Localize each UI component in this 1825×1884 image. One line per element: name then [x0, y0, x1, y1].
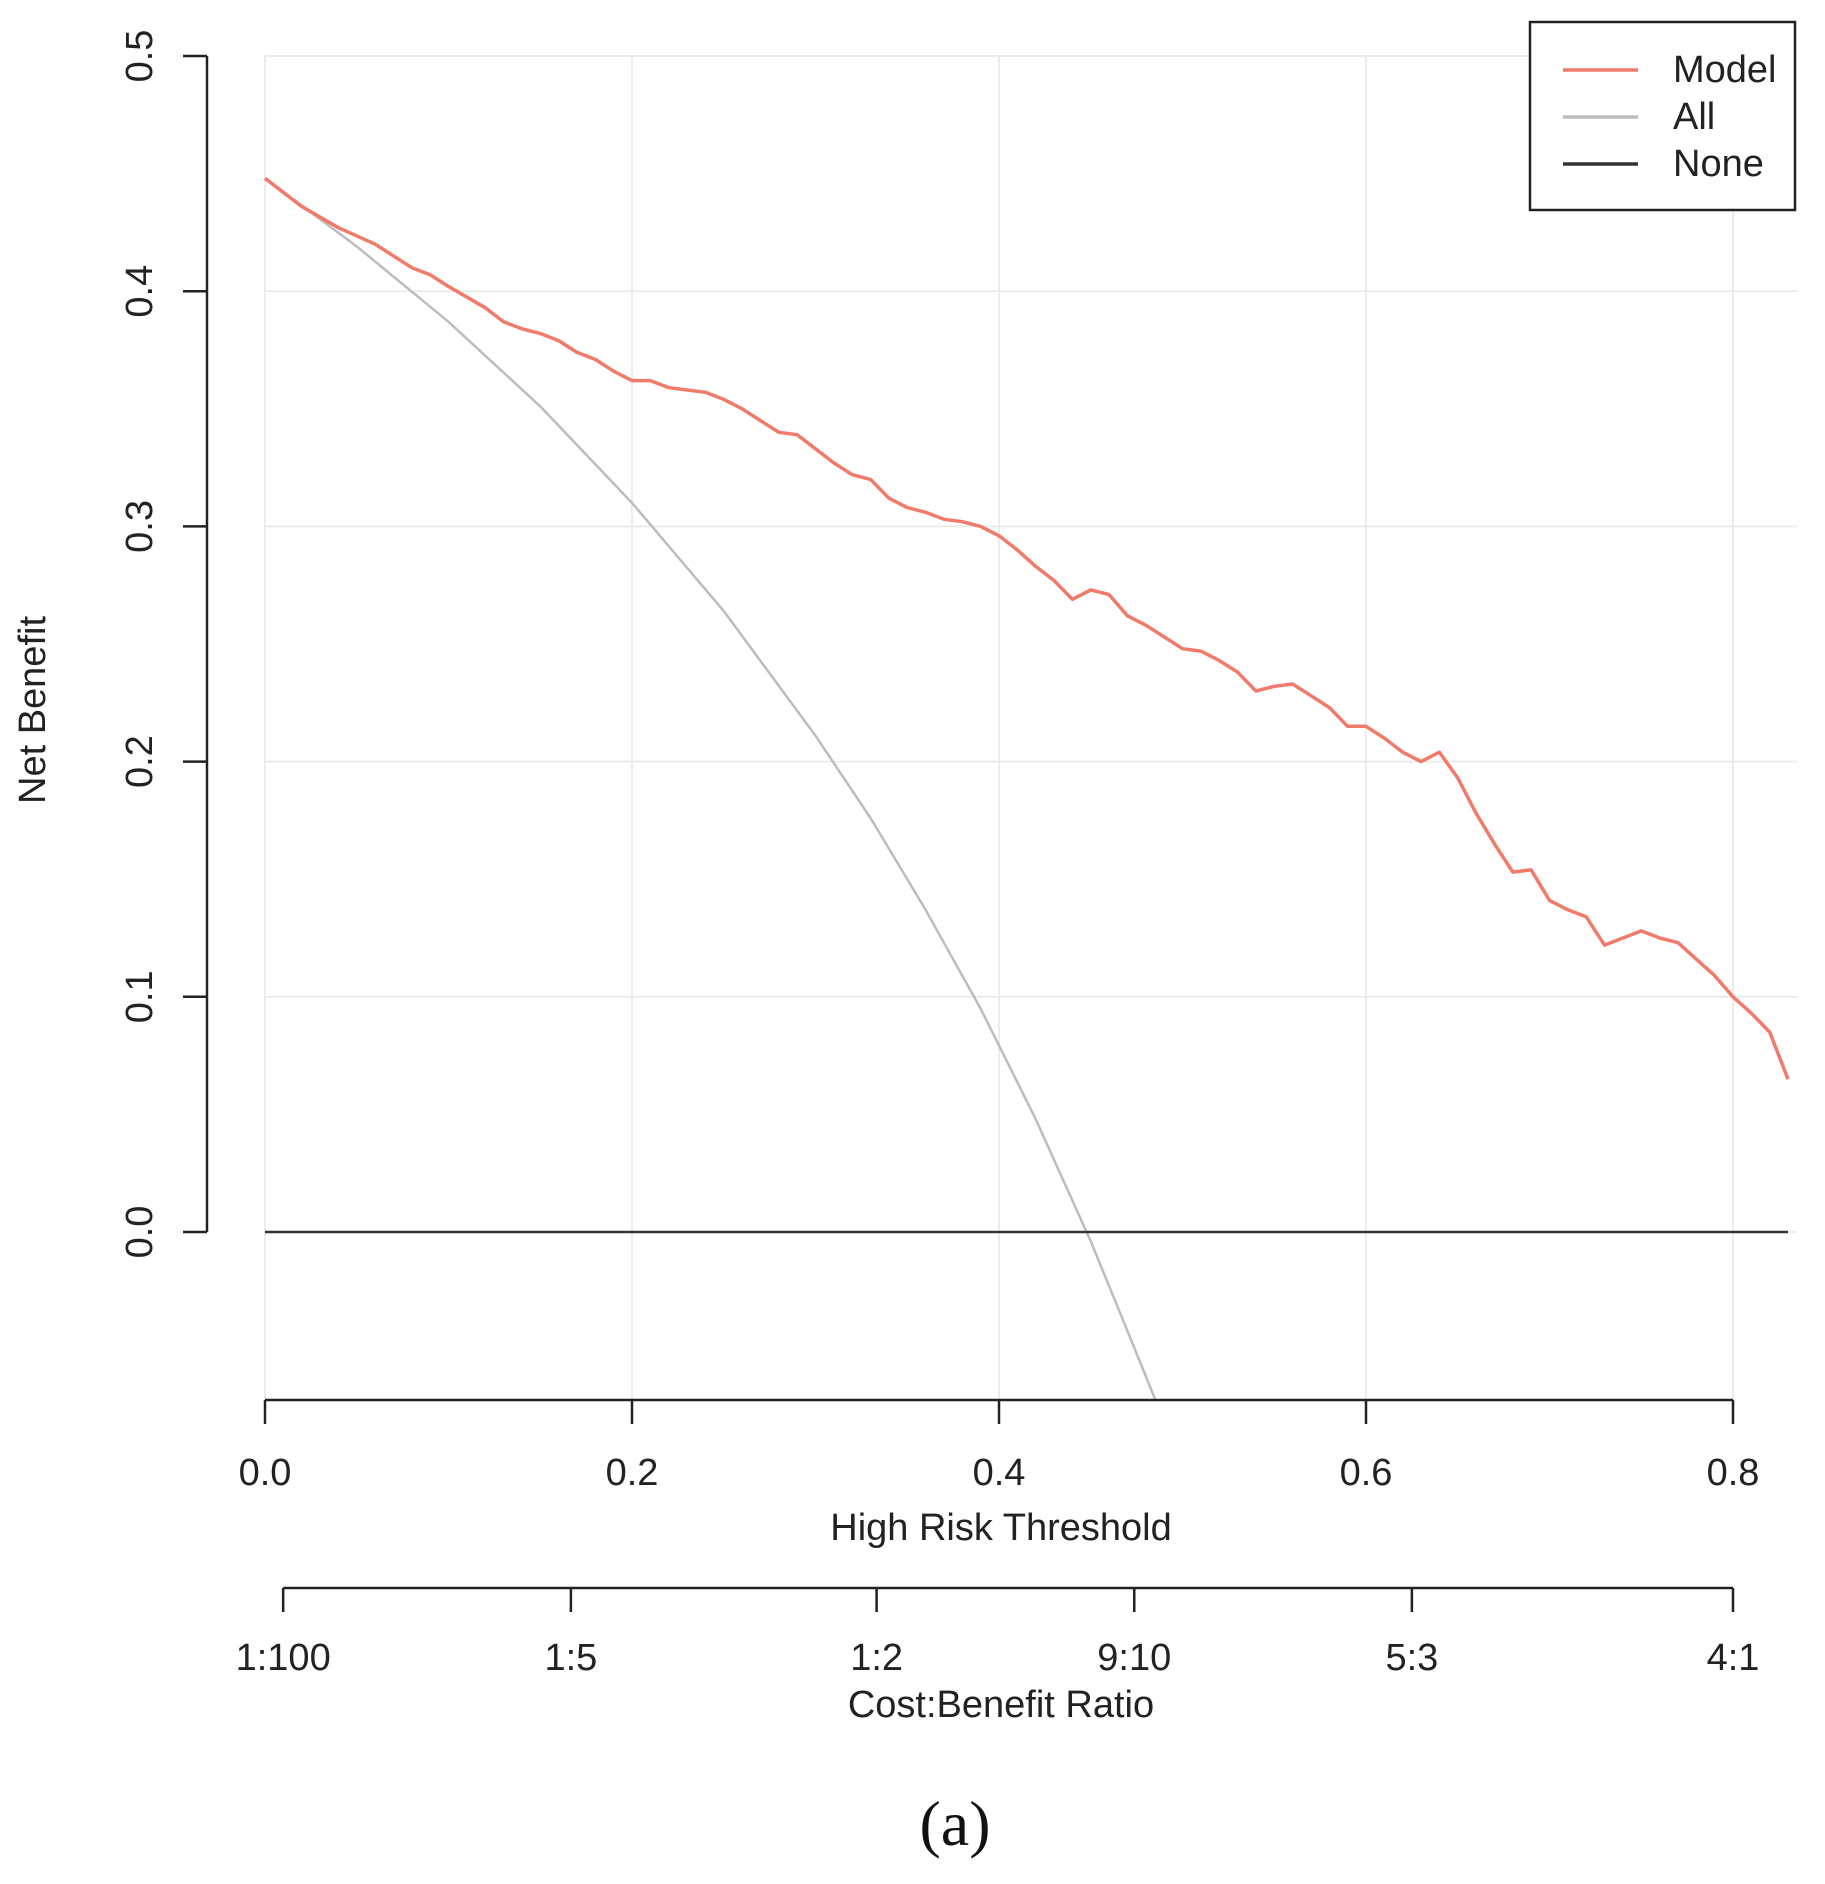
secondary-x-tick-label: 1:100 — [236, 1637, 331, 1679]
legend-label-all: All — [1673, 96, 1715, 138]
x-tick-label: 0.2 — [606, 1452, 659, 1494]
y-tick-label: 0.2 — [119, 735, 161, 788]
legend-label-none: None — [1673, 143, 1764, 185]
secondary-x-axis-title: Cost:Benefit Ratio — [848, 1684, 1154, 1726]
x-tick-label: 0.0 — [239, 1452, 292, 1494]
secondary-x-tick-label: 5:3 — [1385, 1637, 1438, 1679]
y-tick-label: 0.0 — [119, 1206, 161, 1259]
grid — [264, 55, 1797, 1400]
y-tick-label: 0.4 — [119, 265, 161, 318]
figure-caption: (a) — [919, 1788, 990, 1859]
y-tick-label: 0.1 — [119, 970, 161, 1023]
x-tick-label: 0.8 — [1707, 1452, 1760, 1494]
secondary-x-tick-label: 1:2 — [850, 1637, 903, 1679]
series-line-all — [264, 177, 1157, 1400]
legend-label-model: Model — [1673, 49, 1777, 91]
y-axis-title: Net Benefit — [12, 616, 54, 804]
x-tick-label: 0.6 — [1340, 1452, 1393, 1494]
series-line-model — [263, 176, 1790, 1080]
axes: 0.0 0.1 0.2 0.3 0.4 0.5 0.0 0.2 0.4 0.6 0.8 1:100 1:… — [119, 30, 1759, 1679]
secondary-x-tick-label: 1:5 — [544, 1637, 597, 1679]
x-tick-label: 0.4 — [973, 1452, 1026, 1494]
y-tick-label: 0.3 — [119, 500, 161, 553]
series-layer — [263, 176, 1790, 1400]
y-tick-label: 0.5 — [119, 30, 161, 83]
legend: Model All None — [1528, 20, 1797, 212]
x-axis-title: High Risk Threshold — [830, 1507, 1171, 1549]
secondary-x-tick-label: 9:10 — [1097, 1637, 1171, 1679]
secondary-x-tick-label: 4:1 — [1707, 1637, 1760, 1679]
